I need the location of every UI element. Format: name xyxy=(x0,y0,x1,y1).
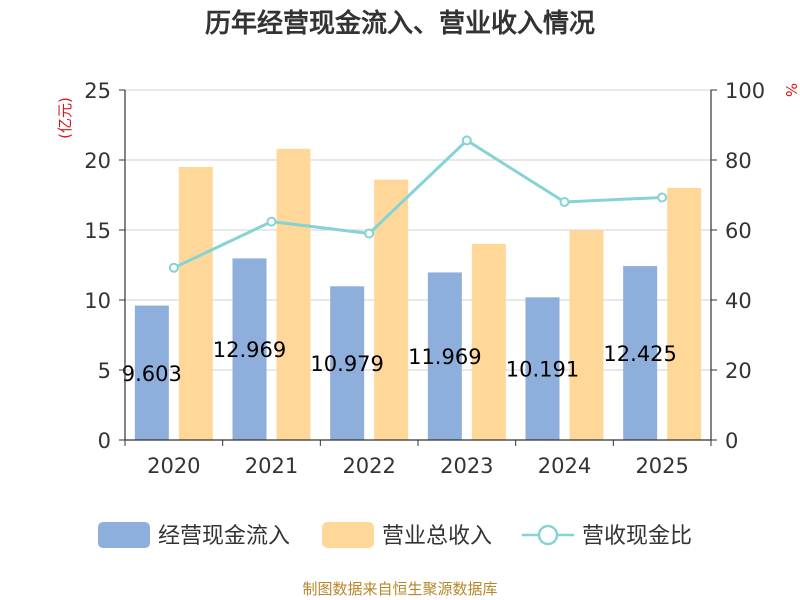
ratio-point xyxy=(559,197,570,207)
left-axis-unit: (亿元) xyxy=(56,97,74,139)
left-tick-label: 20 xyxy=(84,149,111,173)
bar-cash-inflow xyxy=(232,258,267,440)
legend-label-cash-inflow: 经营现金流入 xyxy=(158,524,290,549)
ratio-point xyxy=(364,228,375,239)
source-note: 制图数据来自恒生聚源数据库 xyxy=(302,580,497,598)
bar-total-revenue xyxy=(276,148,311,441)
bar-total-revenue xyxy=(178,167,213,440)
data-label: 12.969 xyxy=(213,338,286,362)
x-tick-label: 2023 xyxy=(440,454,493,478)
right-tick-label: 40 xyxy=(725,289,752,313)
grid-lines xyxy=(125,89,711,371)
legend: 经营现金流入 营业总收入 营收现金比 xyxy=(98,522,692,549)
data-label: 11.969 xyxy=(408,345,481,369)
x-tick-label: 2020 xyxy=(147,454,200,478)
bar-total-revenue xyxy=(569,230,604,440)
ratio-line-path xyxy=(173,138,663,270)
right-tick-label: 80 xyxy=(725,149,752,173)
data-labels: 9.603 12.969 10.979 11.969 10.191 12.425 xyxy=(122,338,677,386)
left-tick-label: 25 xyxy=(84,79,111,103)
bar-cash-inflow xyxy=(623,266,658,440)
left-tick-label: 10 xyxy=(84,289,111,313)
bar-cash-inflow xyxy=(525,297,560,440)
bar-cash-inflow xyxy=(134,305,169,440)
x-tick-label: 2025 xyxy=(635,454,688,478)
chart-title: 历年经营现金流入、营业收入情况 xyxy=(205,8,595,39)
left-tick-label: 5 xyxy=(98,359,111,383)
ratio-point xyxy=(461,135,472,146)
bars xyxy=(134,148,702,441)
right-tick-label: 100 xyxy=(725,79,765,103)
bar-cash-inflow xyxy=(330,286,365,440)
legend-swatch-revenue xyxy=(322,522,374,548)
right-tick-label: 20 xyxy=(725,359,752,383)
bar-total-revenue xyxy=(667,188,702,440)
right-tick-label: 0 xyxy=(725,429,738,453)
right-tick-label: 60 xyxy=(725,219,752,243)
x-tick-label: 2024 xyxy=(538,454,591,478)
legend-label-revenue: 营业总收入 xyxy=(382,524,492,549)
ratio-line xyxy=(168,135,668,273)
legend-swatch-cash-inflow xyxy=(98,522,150,548)
legend-marker-ratio xyxy=(537,524,559,546)
data-label: 12.425 xyxy=(603,342,676,366)
x-tick-label: 2021 xyxy=(245,454,298,478)
legend-label-ratio: 营收现金比 xyxy=(582,524,692,549)
data-label: 10.979 xyxy=(310,352,383,376)
data-label: 10.191 xyxy=(506,358,579,382)
right-axis-unit: % xyxy=(782,83,800,97)
left-tick-label: 0 xyxy=(98,429,111,453)
left-tick-label: 15 xyxy=(84,219,111,243)
bar-total-revenue xyxy=(471,244,506,440)
bar-total-revenue xyxy=(374,179,409,440)
x-tick-label: 2022 xyxy=(342,454,395,478)
ratio-point xyxy=(266,216,277,227)
bar-cash-inflow xyxy=(427,272,462,440)
ratio-point xyxy=(168,262,179,273)
data-label: 9.603 xyxy=(122,362,182,386)
ratio-point xyxy=(657,192,668,203)
